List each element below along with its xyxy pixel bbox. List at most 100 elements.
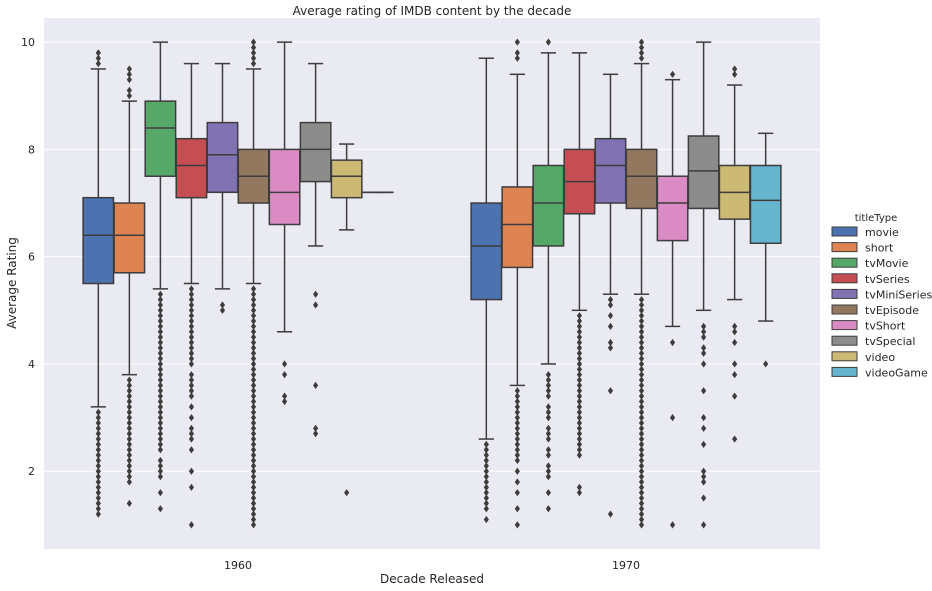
outlier-point bbox=[701, 478, 707, 486]
outlier-point bbox=[638, 306, 645, 314]
outlier-point bbox=[576, 387, 583, 395]
outlier-point bbox=[514, 408, 520, 416]
outlier-point bbox=[576, 371, 583, 379]
outlier-point bbox=[250, 392, 257, 400]
outlier-point bbox=[157, 489, 163, 497]
legend-swatch bbox=[831, 335, 858, 346]
outlier-point bbox=[95, 483, 101, 491]
legend-swatch bbox=[831, 304, 858, 315]
outlier-point bbox=[126, 424, 132, 432]
outlier-point bbox=[250, 49, 257, 57]
outlier-point bbox=[157, 505, 163, 513]
outlier-point bbox=[157, 317, 163, 325]
outlier-point bbox=[607, 301, 614, 309]
outlier-point bbox=[250, 472, 257, 481]
box-1970-tvSpecial bbox=[687, 41, 720, 529]
outlier-point bbox=[701, 344, 707, 352]
outlier-point bbox=[250, 344, 257, 352]
outlier-point bbox=[638, 397, 645, 406]
outlier-point bbox=[545, 462, 551, 470]
legend-swatch bbox=[831, 351, 858, 362]
outlier-point bbox=[701, 328, 707, 336]
outlier-point bbox=[514, 430, 520, 438]
legend-label: tvMiniSeries bbox=[865, 288, 932, 301]
outlier-point bbox=[313, 430, 319, 438]
outlier-point bbox=[157, 440, 163, 449]
y-tick-label: 4 bbox=[28, 358, 35, 371]
outlier-point bbox=[126, 397, 132, 406]
iqr-box bbox=[749, 164, 782, 245]
outlier-point bbox=[95, 413, 101, 422]
outlier-point bbox=[188, 381, 195, 390]
outlier-point bbox=[250, 494, 257, 502]
outlier-point bbox=[545, 387, 551, 395]
outlier-point bbox=[250, 499, 257, 508]
outlier-point bbox=[250, 515, 257, 524]
outlier-point bbox=[514, 38, 520, 46]
legend-title: titleType bbox=[855, 213, 898, 224]
outlier-point bbox=[483, 489, 489, 497]
outlier-point bbox=[126, 499, 132, 508]
outlier-point bbox=[545, 381, 551, 390]
outlier-point bbox=[545, 424, 551, 432]
legend-swatch bbox=[831, 273, 858, 284]
iqr-box bbox=[625, 148, 658, 210]
legend-swatch bbox=[831, 366, 858, 377]
outlier-point bbox=[576, 424, 583, 432]
iqr-box bbox=[594, 137, 627, 204]
y-axis-label: Average Rating bbox=[5, 237, 19, 329]
outlier-point bbox=[281, 360, 288, 368]
outlier-point bbox=[281, 397, 288, 406]
outlier-point bbox=[669, 521, 676, 529]
outlier-point bbox=[483, 440, 489, 449]
outlier-point bbox=[514, 456, 520, 465]
outlier-point bbox=[607, 510, 614, 518]
outlier-point bbox=[576, 489, 583, 497]
outlier-point bbox=[576, 317, 583, 325]
outlier-point bbox=[250, 322, 257, 331]
outlier-point bbox=[188, 424, 195, 432]
outlier-point bbox=[95, 499, 101, 508]
outlier-point bbox=[250, 424, 257, 432]
outlier-point bbox=[576, 333, 583, 341]
outlier-point bbox=[188, 338, 195, 347]
outlier-point bbox=[545, 451, 551, 459]
outlier-point bbox=[701, 440, 707, 449]
outlier-point bbox=[126, 413, 132, 422]
iqr-box bbox=[82, 196, 115, 285]
outlier-point bbox=[607, 344, 614, 352]
outlier-point bbox=[514, 451, 520, 459]
outlier-point bbox=[250, 376, 257, 384]
outlier-point bbox=[188, 467, 195, 475]
legend-label: tvMovie bbox=[865, 257, 909, 270]
outlier-point bbox=[157, 354, 163, 363]
outlier-point bbox=[545, 392, 551, 400]
outlier-point bbox=[545, 371, 551, 379]
x-tick-label: 1970 bbox=[612, 559, 640, 572]
outlier-point bbox=[219, 306, 226, 314]
outlier-point bbox=[701, 467, 707, 475]
y-tick-label: 2 bbox=[28, 465, 35, 478]
outlier-point bbox=[250, 413, 257, 422]
outlier-point bbox=[732, 338, 738, 347]
outlier-point bbox=[638, 387, 645, 395]
iqr-box bbox=[206, 121, 239, 194]
outlier-point bbox=[95, 451, 101, 459]
iqr-box bbox=[687, 135, 720, 210]
outlier-point bbox=[250, 521, 257, 529]
outlier-point bbox=[576, 397, 583, 406]
legend-label: tvSpecial bbox=[865, 335, 915, 348]
outlier-point bbox=[638, 38, 645, 46]
outlier-point bbox=[219, 301, 226, 309]
outlier-point bbox=[188, 306, 195, 314]
box-1970-video bbox=[718, 65, 751, 443]
outlier-point bbox=[250, 59, 257, 68]
outlier-point bbox=[545, 446, 551, 454]
outlier-point bbox=[250, 440, 257, 449]
outlier-point bbox=[638, 365, 645, 373]
legend-label: tvShort bbox=[865, 320, 906, 333]
outlier-point bbox=[157, 413, 163, 422]
outlier-point bbox=[545, 467, 551, 475]
outlier-point bbox=[250, 387, 257, 395]
outlier-point bbox=[250, 328, 257, 336]
